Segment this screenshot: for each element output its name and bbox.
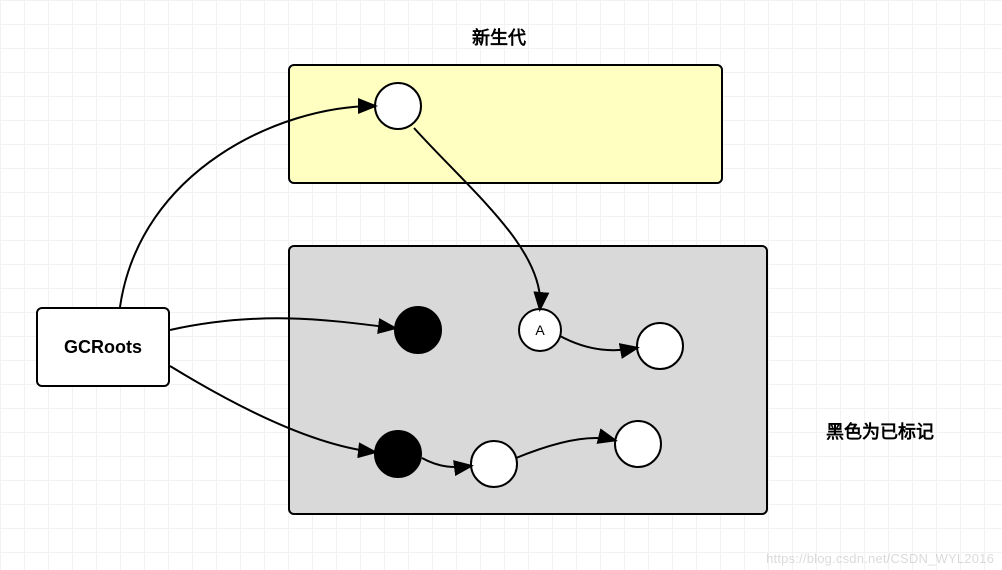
gc-roots-box: GCRoots — [36, 307, 170, 387]
young-gen-box — [288, 64, 723, 184]
old-node-1 — [636, 322, 684, 370]
node-a-label: A — [535, 322, 544, 338]
watermark: https://blog.csdn.net/CSDN_WYL2016 — [766, 551, 994, 566]
old-gen-box — [288, 245, 768, 515]
diagram-canvas: GCRoots A 新生代 黑色为已标记 https://blog.csdn.n… — [0, 0, 1002, 570]
old-node-2 — [470, 440, 518, 488]
young-node — [374, 82, 422, 130]
gc-roots-label: GCRoots — [64, 337, 142, 358]
node-a: A — [518, 308, 562, 352]
legend-label: 黑色为已标记 — [826, 418, 934, 444]
young-gen-title: 新生代 — [472, 24, 526, 50]
old-node-3 — [614, 420, 662, 468]
marked-node-2 — [374, 430, 422, 478]
marked-node-1 — [394, 306, 442, 354]
